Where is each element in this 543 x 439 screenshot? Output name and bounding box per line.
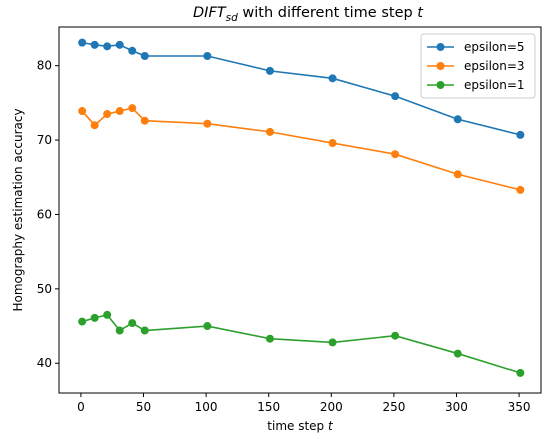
y-axis-ticks: 40 50 60 70 80	[37, 59, 59, 370]
x-axis-label-variable: t	[328, 419, 334, 433]
x-tick-label: 300	[445, 400, 468, 414]
x-tick-label: 150	[257, 400, 280, 414]
x-tick-label: 100	[195, 400, 218, 414]
data-point-epsilon=3	[391, 150, 400, 159]
data-point-epsilon=5	[265, 66, 274, 75]
data-point-epsilon=3	[115, 107, 124, 116]
data-point-epsilon=1	[90, 313, 99, 322]
plot-frame	[58, 26, 542, 394]
data-point-epsilon=3	[328, 139, 337, 148]
legend-frame	[420, 33, 536, 99]
legend-marker	[436, 43, 445, 51]
legend-label: epsilon=3	[464, 59, 525, 73]
data-point-epsilon=1	[328, 338, 337, 347]
data-point-epsilon=5	[453, 115, 462, 124]
data-point-epsilon=3	[203, 119, 212, 128]
x-axis-label: time step t	[267, 419, 334, 433]
data-point-epsilon=5	[328, 74, 337, 83]
data-point-epsilon=1	[453, 349, 462, 358]
data-point-epsilon=3	[128, 104, 137, 113]
data-point-epsilon=5	[516, 130, 525, 139]
y-tick-label: 50	[37, 282, 52, 296]
x-tick-label: 350	[508, 400, 531, 414]
data-point-epsilon=5	[115, 40, 124, 49]
data-point-epsilon=5	[140, 52, 149, 61]
series-layer	[78, 38, 525, 377]
data-point-epsilon=5	[391, 92, 400, 101]
legend-marker	[436, 62, 445, 70]
y-tick-label: 60	[37, 207, 52, 221]
data-point-epsilon=3	[453, 170, 462, 179]
x-tick-label: 250	[382, 400, 405, 414]
x-tick-label: 50	[136, 400, 151, 414]
legend-label: epsilon=5	[464, 40, 525, 54]
series-line-epsilon=1	[81, 313, 521, 374]
legend-marker	[436, 81, 445, 89]
y-tick-label: 70	[37, 133, 52, 147]
data-point-epsilon=1	[115, 326, 124, 335]
data-point-epsilon=1	[265, 334, 274, 343]
axes-layer	[58, 26, 542, 394]
data-point-epsilon=5	[90, 40, 99, 49]
y-tick-label: 80	[37, 59, 52, 73]
title-variable: t	[417, 5, 424, 21]
data-point-epsilon=1	[516, 368, 525, 377]
data-point-epsilon=3	[78, 107, 87, 116]
data-point-epsilon=3	[90, 121, 99, 130]
y-axis-label: Homography estimation accuracy	[11, 108, 25, 311]
chart-title: DIFTsd with different time step t	[193, 5, 424, 24]
data-point-epsilon=5	[103, 42, 112, 51]
x-axis-label-text: time step	[267, 419, 328, 433]
title-main: DIFT	[193, 5, 227, 21]
title-subscript: sd	[226, 12, 238, 24]
legend: epsilon=5 epsilon=3 epsilon=1	[420, 33, 536, 99]
x-tick-label: 0	[77, 400, 85, 414]
x-axis-ticks: 0 50 100 150 200 250 300 350	[77, 393, 531, 414]
data-point-epsilon=3	[103, 110, 112, 119]
data-point-epsilon=5	[128, 46, 137, 55]
data-point-epsilon=1	[391, 331, 400, 340]
data-point-epsilon=5	[203, 52, 212, 61]
data-point-epsilon=5	[78, 38, 87, 47]
data-point-epsilon=3	[265, 127, 274, 136]
y-tick-label: 40	[37, 356, 52, 370]
data-point-epsilon=1	[103, 310, 112, 319]
data-point-epsilon=1	[203, 322, 212, 331]
data-point-epsilon=3	[140, 116, 149, 125]
data-point-epsilon=1	[140, 326, 149, 335]
data-point-epsilon=1	[78, 317, 87, 326]
x-tick-label: 200	[320, 400, 343, 414]
data-point-epsilon=1	[128, 319, 137, 328]
data-point-epsilon=3	[516, 185, 525, 194]
title-text: with different time step	[238, 5, 418, 21]
legend-label: epsilon=1	[464, 78, 525, 92]
